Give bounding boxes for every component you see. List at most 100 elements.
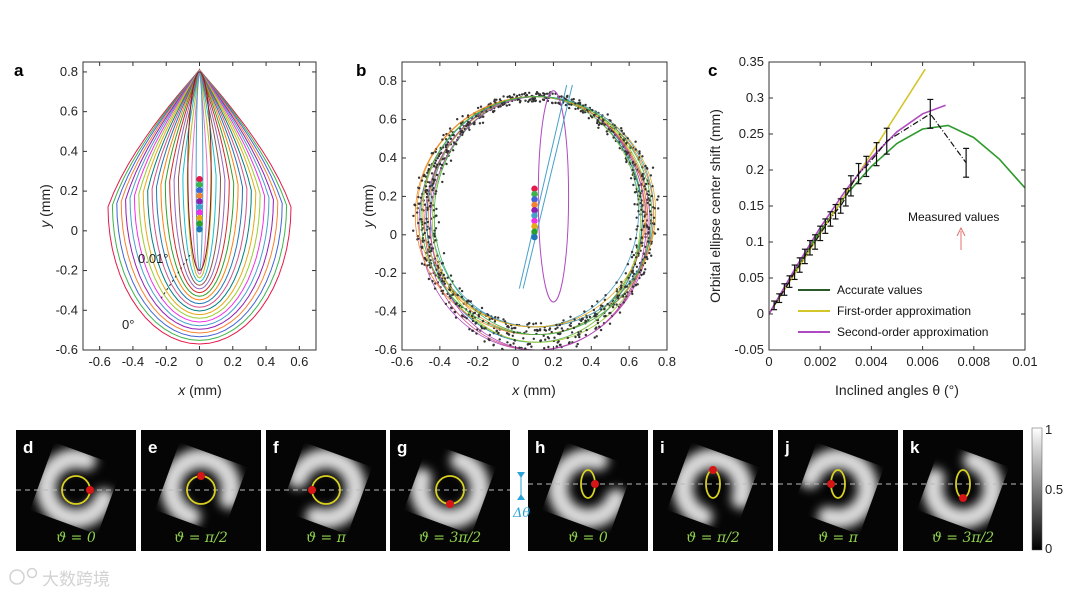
measured-point bbox=[434, 227, 438, 230]
measured-point bbox=[646, 201, 649, 205]
orbit-ellipse bbox=[142, 68, 257, 316]
panel-a-angle-indicator bbox=[159, 254, 191, 301]
measured-point bbox=[435, 207, 438, 211]
measured-point bbox=[465, 125, 468, 128]
measured-point bbox=[570, 331, 574, 334]
measured-point bbox=[620, 127, 623, 130]
ellipse-center-point bbox=[531, 217, 538, 225]
measured-point bbox=[624, 150, 627, 153]
measured-point bbox=[635, 265, 639, 268]
measured-point bbox=[545, 92, 549, 96]
measured-point bbox=[615, 303, 618, 306]
measured-point bbox=[493, 98, 496, 101]
y-tick-label: 0.8 bbox=[379, 73, 397, 88]
arrow-head-icon bbox=[956, 226, 966, 237]
center-dot-marker bbox=[959, 494, 967, 502]
measured-point bbox=[443, 282, 447, 285]
measured-point bbox=[425, 259, 428, 262]
measured-point bbox=[442, 133, 445, 137]
panel-c: c 0 0.002 0.004 0.006 0.008 0.01 -0.0500.050.… bbox=[707, 54, 1038, 398]
measured-point bbox=[624, 272, 627, 275]
x-tick-label: 0.6 bbox=[620, 354, 638, 369]
measured-point bbox=[420, 218, 423, 221]
measured-point bbox=[573, 318, 576, 321]
measured-point bbox=[649, 174, 653, 177]
measured-point bbox=[644, 268, 647, 271]
measured-point bbox=[419, 196, 423, 199]
measured-point bbox=[475, 332, 478, 335]
measured-point bbox=[647, 232, 650, 235]
measured-point bbox=[418, 187, 421, 190]
panel-c-legend: Accurate values First-order approximation… bbox=[798, 283, 988, 339]
measured-point bbox=[629, 237, 632, 241]
measured-point bbox=[453, 142, 456, 145]
measured-point bbox=[632, 253, 635, 257]
measured-point bbox=[536, 329, 539, 333]
measured-point bbox=[412, 229, 415, 232]
measured-point bbox=[652, 216, 656, 219]
orbit-ellipse bbox=[155, 68, 244, 305]
measured-point bbox=[596, 119, 599, 122]
measured-point bbox=[489, 102, 492, 105]
measured-point bbox=[452, 134, 455, 137]
watermark: 大数跨境 bbox=[9, 567, 110, 590]
measured-point bbox=[513, 339, 516, 342]
measured-point bbox=[474, 322, 477, 325]
measured-line bbox=[773, 112, 967, 306]
measured-point bbox=[447, 150, 450, 153]
measured-point bbox=[657, 207, 660, 210]
measured-point bbox=[438, 152, 441, 156]
measured-point bbox=[442, 252, 446, 255]
image-panel-h: h ϑ = 0 bbox=[528, 430, 648, 551]
series-line bbox=[769, 124, 1025, 315]
watermark-logo-icon bbox=[9, 569, 25, 585]
measured-point bbox=[562, 319, 565, 322]
measured-point bbox=[449, 274, 453, 277]
measured-point bbox=[593, 336, 596, 339]
measured-point bbox=[569, 315, 572, 318]
measured-point bbox=[467, 300, 471, 303]
measured-point bbox=[561, 329, 565, 332]
image-panel-letter: j bbox=[784, 438, 790, 457]
measured-point bbox=[593, 113, 596, 117]
measured-point bbox=[645, 255, 648, 259]
x-tick-label: 0.004 bbox=[855, 354, 888, 369]
measured-point bbox=[534, 322, 538, 325]
measured-point bbox=[435, 190, 438, 193]
measured-point bbox=[437, 154, 441, 158]
measured-point bbox=[500, 102, 504, 105]
colorbar-tick-0: 0 bbox=[1045, 541, 1052, 556]
measured-point bbox=[429, 266, 432, 269]
measured-point bbox=[533, 329, 537, 332]
measured-point bbox=[514, 326, 517, 330]
measured-point bbox=[610, 129, 613, 133]
measured-point bbox=[508, 103, 511, 107]
orbit-ellipse bbox=[151, 68, 248, 308]
measured-point bbox=[480, 325, 483, 328]
measured-point bbox=[643, 271, 646, 274]
measured-point bbox=[635, 228, 638, 231]
measured-point bbox=[449, 159, 453, 162]
measured-point bbox=[633, 177, 636, 181]
measured-point bbox=[492, 344, 495, 347]
panel-a-center-markers bbox=[196, 175, 203, 233]
measured-point bbox=[534, 99, 537, 103]
measured-point bbox=[574, 107, 577, 111]
image-panel-letter: e bbox=[148, 438, 157, 457]
measured-point bbox=[434, 150, 437, 154]
intensity-spiral bbox=[161, 448, 241, 527]
measured-point bbox=[431, 280, 434, 283]
measured-point bbox=[497, 105, 500, 109]
measured-point bbox=[515, 94, 519, 98]
measured-point bbox=[656, 198, 659, 201]
measured-point bbox=[469, 300, 473, 303]
measured-point bbox=[606, 113, 609, 116]
image-panel-i: i ϑ = π/2 bbox=[653, 430, 773, 551]
measured-point bbox=[438, 273, 442, 277]
measured-point bbox=[435, 166, 438, 169]
y-tick-label: 0.4 bbox=[60, 143, 78, 158]
measured-point bbox=[441, 180, 444, 184]
measured-point bbox=[424, 189, 427, 192]
measured-point bbox=[437, 272, 440, 275]
annotation-0-deg: 0° bbox=[122, 317, 134, 332]
